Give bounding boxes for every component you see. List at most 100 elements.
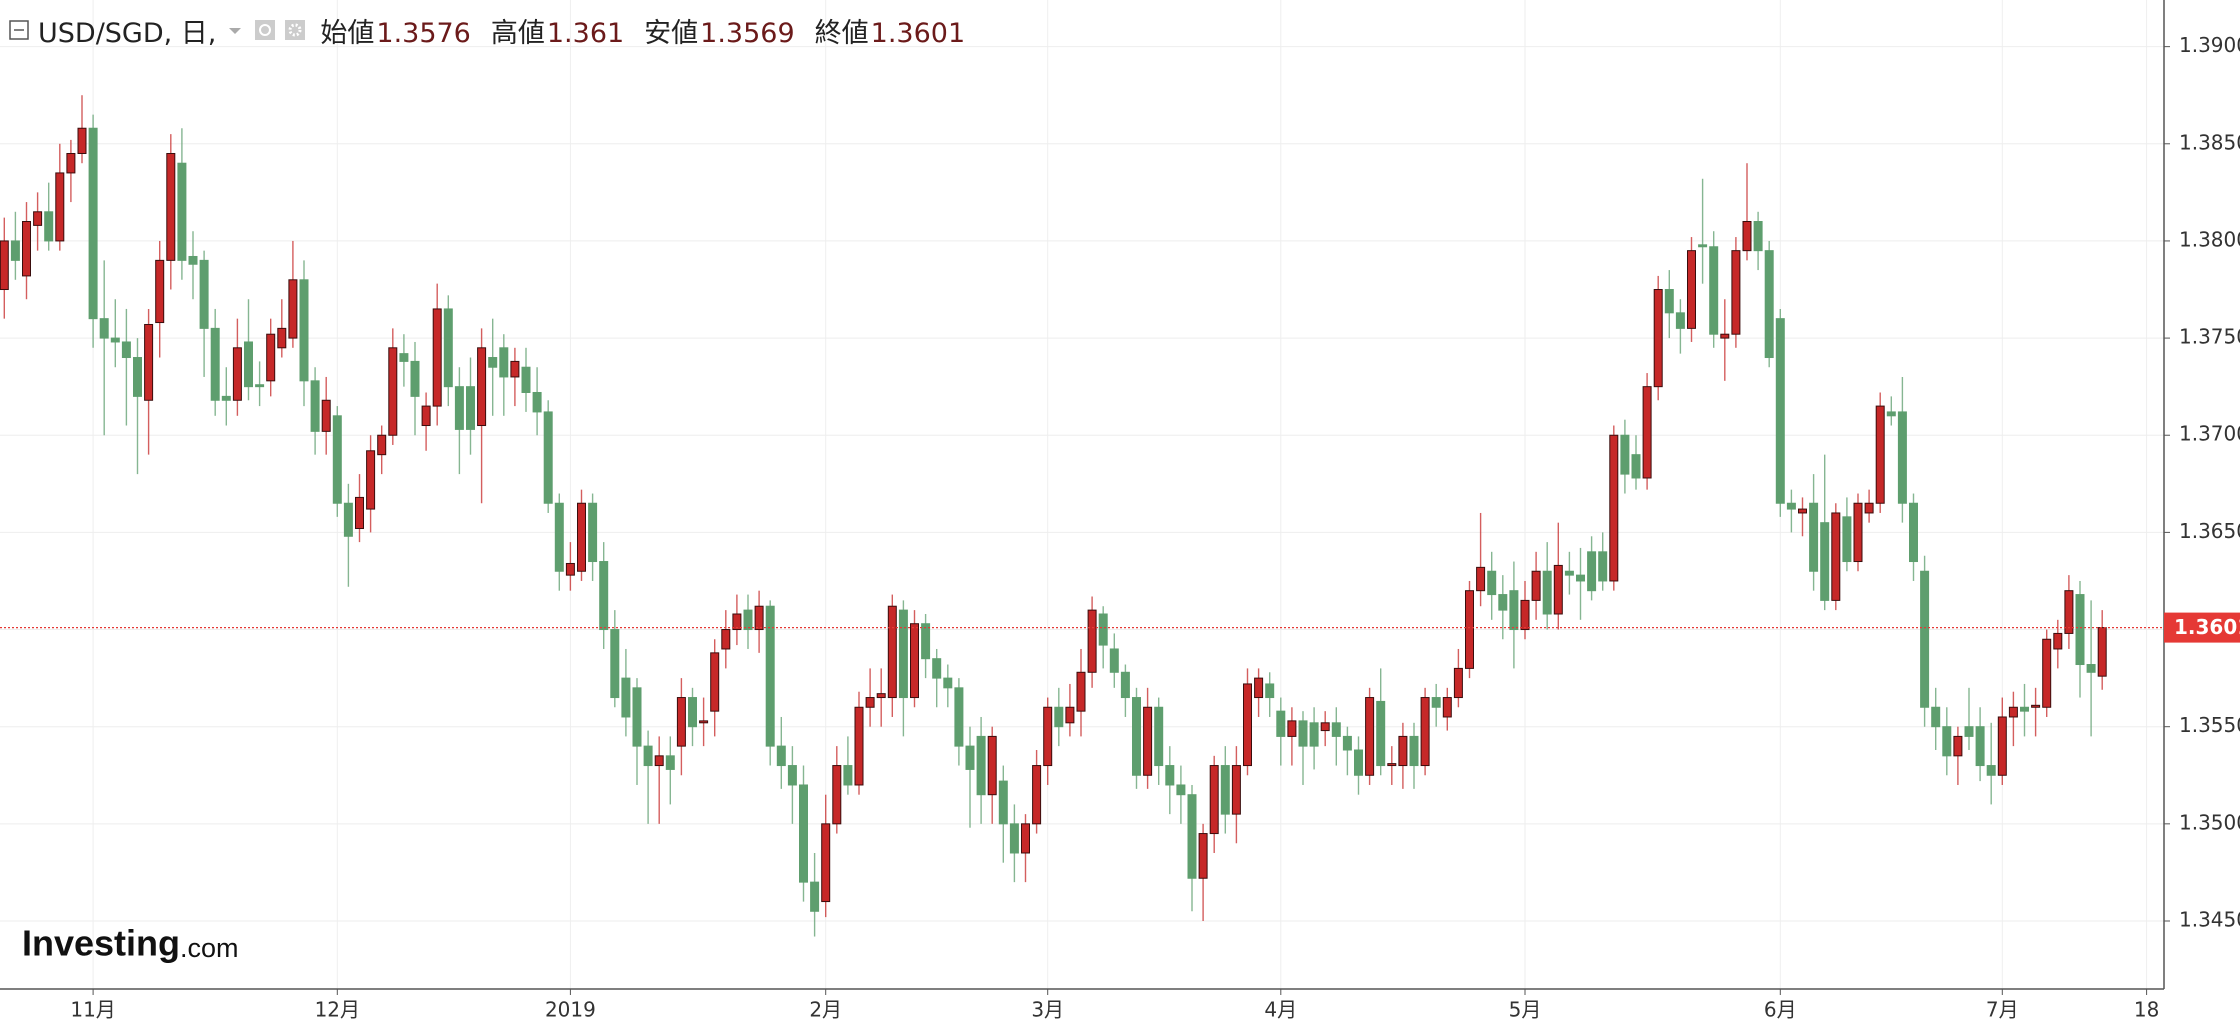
candle-body	[998, 780, 1008, 825]
candle-body	[1354, 749, 1363, 776]
candle-body	[2042, 638, 2052, 708]
y-tick-label: 1.3450	[2179, 907, 2240, 931]
price-label: 1.3601	[2174, 615, 2240, 639]
candle-body	[1409, 735, 1419, 767]
candle-body	[1642, 386, 1652, 479]
candle-body	[1376, 700, 1386, 767]
x-tick-label: 3月	[1031, 998, 1064, 1022]
settings-icon[interactable]	[284, 19, 306, 41]
x-tick-label: 5月	[1509, 998, 1542, 1022]
candle-body	[1709, 246, 1719, 335]
candle-body	[887, 605, 897, 699]
candle-body	[88, 127, 98, 320]
candle-body	[843, 765, 853, 786]
ohlc-value: 1.3601	[870, 17, 966, 49]
candle-body	[1942, 726, 1952, 757]
candle-body	[1431, 697, 1441, 708]
candle-body	[1809, 502, 1819, 572]
watermark-brand: Investing	[22, 923, 180, 964]
candle-body	[2031, 704, 2041, 708]
candle-body	[976, 735, 986, 796]
candle-body	[0, 240, 9, 291]
candle-body	[621, 677, 631, 718]
candle-body	[1542, 570, 1552, 615]
candle-body	[2064, 590, 2074, 634]
price-label-box	[2164, 612, 2240, 643]
collapse-icon[interactable]	[8, 19, 30, 41]
dropdown-icon[interactable]	[224, 19, 246, 41]
candle-body	[1886, 411, 1896, 417]
candle-body	[1032, 765, 1042, 825]
candle-body	[477, 347, 487, 427]
candle-body	[343, 502, 353, 537]
candle-body	[321, 399, 331, 432]
candle-body	[1897, 411, 1907, 504]
candle-body	[1498, 594, 1508, 611]
candle-body	[1065, 706, 1075, 724]
y-tick-label: 1.3900	[2179, 33, 2240, 57]
candle-body	[1143, 706, 1153, 776]
candle-body	[1609, 434, 1619, 582]
candle-body	[10, 240, 20, 261]
x-tick-label: 11月	[70, 998, 115, 1022]
candle-body	[1631, 454, 1641, 479]
candle-body	[288, 279, 298, 339]
visibility-icon[interactable]	[254, 19, 276, 41]
candle-body	[33, 211, 43, 226]
candle-body	[2075, 594, 2085, 666]
candle-body	[1087, 609, 1097, 673]
candle-body	[1365, 697, 1375, 776]
candle-body	[166, 152, 176, 261]
candle-body	[610, 629, 620, 699]
ohlc-value: 1.361	[546, 17, 625, 49]
candle-body	[1442, 697, 1452, 718]
candle-body	[77, 127, 87, 154]
candle-body	[1076, 671, 1086, 712]
candle-body	[1576, 574, 1585, 582]
candle-body	[399, 353, 409, 362]
candle-body	[1909, 502, 1918, 563]
candle-body	[1187, 794, 1197, 879]
y-tick-label: 1.3850	[2179, 130, 2240, 154]
candle-body	[332, 415, 342, 504]
candle-body	[1298, 720, 1308, 747]
candle-body	[1687, 250, 1696, 329]
candle-body	[1465, 590, 1474, 669]
candle-body	[1864, 502, 1874, 514]
candle-body	[1587, 551, 1597, 592]
candle-body	[543, 411, 553, 504]
candle-body	[1786, 502, 1796, 510]
x-tick-label: 2月	[809, 998, 842, 1022]
candle-body	[1254, 677, 1264, 699]
candle-body	[1476, 566, 1486, 592]
candle-body	[1154, 706, 1164, 767]
ohlc-value: 1.3576	[376, 17, 471, 49]
candle-body	[521, 366, 531, 393]
candle-body	[299, 279, 309, 382]
ohlc-label: 始値	[320, 17, 375, 49]
candle-body	[688, 697, 697, 728]
candle-body	[177, 162, 187, 261]
candle-body	[787, 765, 797, 786]
candle-body	[1009, 823, 1019, 854]
candle-body	[66, 152, 76, 174]
candle-body	[898, 609, 908, 699]
candle-body	[1453, 667, 1463, 699]
candle-body	[1964, 726, 1974, 737]
candle-body	[799, 784, 808, 883]
candle-body	[454, 386, 464, 430]
x-tick-label: 12月	[315, 998, 360, 1022]
candle-body	[1309, 722, 1319, 747]
candles	[0, 95, 2107, 937]
candle-body	[1920, 570, 1930, 708]
candle-body	[1509, 590, 1519, 631]
candle-body	[1342, 735, 1352, 751]
candle-body	[1276, 710, 1286, 737]
candle-body	[765, 605, 775, 747]
candle-body	[1021, 823, 1030, 854]
ohlc-label: 安値	[644, 17, 699, 49]
candle-body	[443, 308, 453, 388]
x-tick-label: 7月	[1986, 998, 2019, 1022]
